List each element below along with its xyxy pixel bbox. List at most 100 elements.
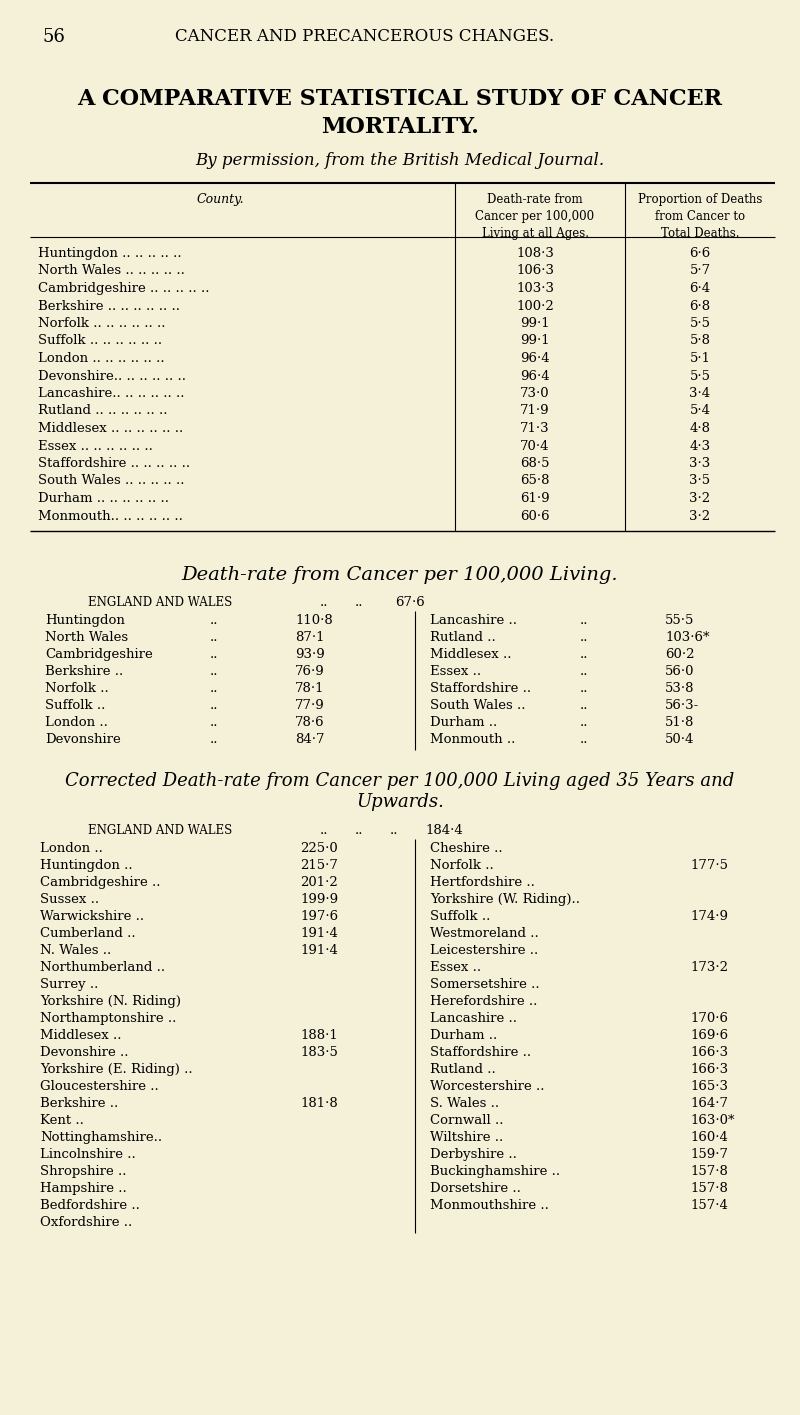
Text: 73·0: 73·0: [520, 386, 550, 400]
Text: ..: ..: [355, 824, 363, 838]
Text: Cambridgeshire .. .. .. .. ..: Cambridgeshire .. .. .. .. ..: [38, 282, 210, 294]
Text: Sussex ..: Sussex ..: [40, 893, 99, 906]
Text: 166·3: 166·3: [690, 1046, 728, 1058]
Text: Cambridgeshire: Cambridgeshire: [45, 648, 153, 661]
Text: ..: ..: [580, 648, 589, 661]
Text: 157·4: 157·4: [690, 1199, 728, 1213]
Text: Worcestershire ..: Worcestershire ..: [430, 1080, 545, 1092]
Text: 5·1: 5·1: [690, 352, 710, 365]
Text: Staffordshire ..: Staffordshire ..: [430, 1046, 531, 1058]
Text: 157·8: 157·8: [690, 1182, 728, 1196]
Text: Corrected Death-rate from Cancer per 100,000 Living aged 35 Years and: Corrected Death-rate from Cancer per 100…: [66, 773, 734, 790]
Text: Somersetshire ..: Somersetshire ..: [430, 978, 540, 990]
Text: 71·9: 71·9: [520, 405, 550, 417]
Text: 6·6: 6·6: [690, 248, 710, 260]
Text: Shropshire ..: Shropshire ..: [40, 1165, 126, 1179]
Text: 169·6: 169·6: [690, 1029, 728, 1041]
Text: 5·4: 5·4: [690, 405, 710, 417]
Text: 191·4: 191·4: [300, 944, 338, 957]
Text: Nottinghamshire..: Nottinghamshire..: [40, 1131, 162, 1143]
Text: Yorkshire (W. Riding)..: Yorkshire (W. Riding)..: [430, 893, 580, 906]
Text: Hampshire ..: Hampshire ..: [40, 1182, 126, 1196]
Text: 3·2: 3·2: [690, 509, 710, 522]
Text: 99·1: 99·1: [520, 334, 550, 348]
Text: Berkshire .. .. .. .. .. ..: Berkshire .. .. .. .. .. ..: [38, 300, 180, 313]
Text: North Wales: North Wales: [45, 631, 128, 644]
Text: Norfolk ..: Norfolk ..: [45, 682, 109, 695]
Text: Death-rate from Cancer per 100,000 Living.: Death-rate from Cancer per 100,000 Livin…: [182, 566, 618, 584]
Text: Huntingdon ..: Huntingdon ..: [40, 859, 133, 872]
Text: London ..: London ..: [45, 716, 108, 729]
Text: 4·3: 4·3: [690, 440, 710, 453]
Text: ..: ..: [320, 596, 329, 608]
Text: Devonshire.. .. .. .. .. ..: Devonshire.. .. .. .. .. ..: [38, 369, 186, 382]
Text: 170·6: 170·6: [690, 1012, 728, 1024]
Text: 5·7: 5·7: [690, 265, 710, 277]
Text: Lancashire ..: Lancashire ..: [430, 614, 517, 627]
Text: ..: ..: [210, 631, 218, 644]
Text: Northumberland ..: Northumberland ..: [40, 961, 165, 974]
Text: 3·4: 3·4: [690, 386, 710, 400]
Text: 183·5: 183·5: [300, 1046, 338, 1058]
Text: 181·8: 181·8: [300, 1097, 338, 1109]
Text: Staffordshire .. .. .. .. ..: Staffordshire .. .. .. .. ..: [38, 457, 190, 470]
Text: 157·8: 157·8: [690, 1165, 728, 1179]
Text: 199·9: 199·9: [300, 893, 338, 906]
Text: Durham ..: Durham ..: [430, 1029, 498, 1041]
Text: ..: ..: [210, 665, 218, 678]
Text: 78·6: 78·6: [295, 716, 325, 729]
Text: ..: ..: [210, 648, 218, 661]
Text: Yorkshire (E. Riding) ..: Yorkshire (E. Riding) ..: [40, 1063, 193, 1075]
Text: ..: ..: [580, 699, 589, 712]
Text: 3·2: 3·2: [690, 492, 710, 505]
Text: Suffolk ..: Suffolk ..: [430, 910, 490, 923]
Text: Suffolk .. .. .. .. .. ..: Suffolk .. .. .. .. .. ..: [38, 334, 162, 348]
Text: 56·0: 56·0: [665, 665, 694, 678]
Text: 201·2: 201·2: [300, 876, 338, 889]
Text: 174·9: 174·9: [690, 910, 728, 923]
Text: 103·6*: 103·6*: [665, 631, 710, 644]
Text: County.: County.: [196, 192, 244, 207]
Text: 188·1: 188·1: [300, 1029, 338, 1041]
Text: Rutland .. .. .. .. .. ..: Rutland .. .. .. .. .. ..: [38, 405, 167, 417]
Text: Surrey ..: Surrey ..: [40, 978, 98, 990]
Text: Gloucestershire ..: Gloucestershire ..: [40, 1080, 158, 1092]
Text: ENGLAND AND WALES: ENGLAND AND WALES: [88, 596, 232, 608]
Text: 5·5: 5·5: [690, 369, 710, 382]
Text: 177·5: 177·5: [690, 859, 728, 872]
Text: Derbyshire ..: Derbyshire ..: [430, 1148, 517, 1160]
Text: 65·8: 65·8: [520, 474, 550, 488]
Text: ..: ..: [210, 699, 218, 712]
Text: 173·2: 173·2: [690, 961, 728, 974]
Text: Monmouth ..: Monmouth ..: [430, 733, 515, 746]
Text: Oxfordshire ..: Oxfordshire ..: [40, 1215, 132, 1230]
Text: Berkshire ..: Berkshire ..: [45, 665, 123, 678]
Text: 53·8: 53·8: [665, 682, 694, 695]
Text: Kent ..: Kent ..: [40, 1114, 84, 1126]
Text: Huntingdon .. .. .. .. ..: Huntingdon .. .. .. .. ..: [38, 248, 182, 260]
Text: Berkshire ..: Berkshire ..: [40, 1097, 118, 1109]
Text: 87·1: 87·1: [295, 631, 325, 644]
Text: Lancashire ..: Lancashire ..: [430, 1012, 517, 1024]
Text: Cambridgeshire ..: Cambridgeshire ..: [40, 876, 161, 889]
Text: 84·7: 84·7: [295, 733, 325, 746]
Text: 96·4: 96·4: [520, 369, 550, 382]
Text: 78·1: 78·1: [295, 682, 325, 695]
Text: 159·7: 159·7: [690, 1148, 728, 1160]
Text: Northamptonshire ..: Northamptonshire ..: [40, 1012, 176, 1024]
Text: ..: ..: [580, 665, 589, 678]
Text: North Wales .. .. .. .. ..: North Wales .. .. .. .. ..: [38, 265, 185, 277]
Text: Rutland ..: Rutland ..: [430, 1063, 496, 1075]
Text: 184·4: 184·4: [425, 824, 462, 838]
Text: 60·2: 60·2: [665, 648, 694, 661]
Text: Monmouth.. .. .. .. .. ..: Monmouth.. .. .. .. .. ..: [38, 509, 183, 522]
Text: Herefordshire ..: Herefordshire ..: [430, 995, 538, 1007]
Text: Buckinghamshire ..: Buckinghamshire ..: [430, 1165, 560, 1179]
Text: ..: ..: [320, 824, 329, 838]
Text: Wiltshire ..: Wiltshire ..: [430, 1131, 503, 1143]
Text: 160·4: 160·4: [690, 1131, 728, 1143]
Text: ..: ..: [210, 716, 218, 729]
Text: Yorkshire (N. Riding): Yorkshire (N. Riding): [40, 995, 181, 1007]
Text: Hertfordshire ..: Hertfordshire ..: [430, 876, 535, 889]
Text: 56·3-: 56·3-: [665, 699, 699, 712]
